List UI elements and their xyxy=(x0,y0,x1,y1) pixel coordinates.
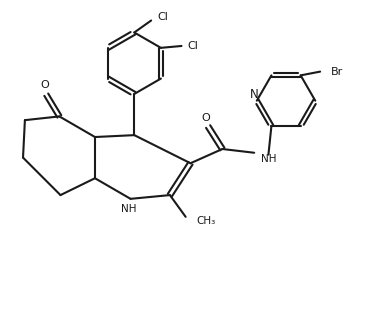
Text: N: N xyxy=(250,88,258,101)
Text: O: O xyxy=(40,80,49,90)
Text: Cl: Cl xyxy=(157,12,168,22)
Text: NH: NH xyxy=(121,204,136,214)
Text: Br: Br xyxy=(331,67,344,77)
Text: CH₃: CH₃ xyxy=(196,216,215,226)
Text: Cl: Cl xyxy=(187,41,198,51)
Text: NH: NH xyxy=(261,154,277,165)
Text: O: O xyxy=(202,113,211,122)
